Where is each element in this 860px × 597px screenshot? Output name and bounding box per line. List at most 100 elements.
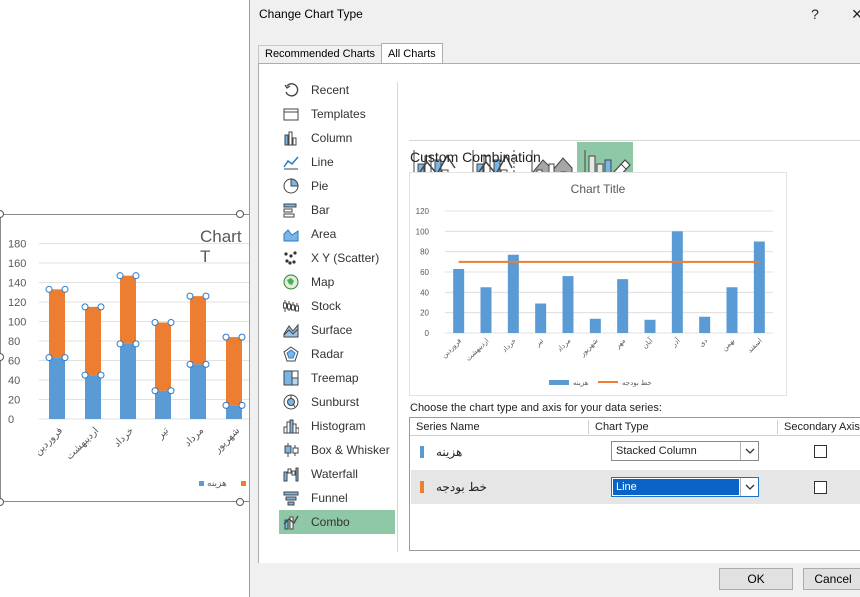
nav-item-sunburst[interactable]: Sunburst (279, 390, 395, 414)
secondary-axis-checkbox[interactable] (814, 445, 827, 458)
selection-point[interactable] (61, 354, 69, 362)
preview-x-tick: شهریور (579, 337, 600, 358)
worksheet-x-tick: شهریور (212, 425, 243, 456)
nav-item-box-whisker[interactable]: Box & Whisker (279, 438, 395, 462)
nav-item-treemap[interactable]: Treemap (279, 366, 395, 390)
header-underline (410, 435, 860, 436)
help-button[interactable]: ? (811, 6, 819, 22)
stock-chart-icon (283, 300, 299, 312)
worksheet-bar-band[interactable] (226, 337, 242, 406)
selection-point[interactable] (116, 272, 124, 280)
templates-icon (283, 108, 299, 121)
nav-item-histogram[interactable]: Histogram (279, 414, 395, 438)
chart-resize-handle[interactable] (236, 210, 244, 218)
selection-point[interactable] (186, 360, 194, 368)
worksheet-y-tick: 0 (8, 414, 14, 426)
panel-divider (397, 82, 398, 552)
selection-point[interactable] (116, 340, 124, 348)
map-chart-icon (283, 274, 299, 290)
selection-point[interactable] (202, 292, 210, 300)
selection-point[interactable] (81, 303, 89, 311)
selection-point[interactable] (81, 371, 89, 379)
worksheet-bar-band[interactable] (120, 275, 136, 344)
selection-point[interactable] (61, 285, 69, 293)
header-chart-type: Chart Type (595, 421, 649, 433)
nav-item-radar[interactable]: Radar (279, 342, 395, 366)
nav-item-surface[interactable]: Surface (279, 318, 395, 342)
nav-item-column[interactable]: Column (279, 126, 395, 150)
chart-resize-handle[interactable] (0, 498, 4, 506)
selection-point[interactable] (132, 340, 140, 348)
selection-point[interactable] (151, 387, 159, 395)
select-highlight (613, 479, 739, 495)
funnel-chart-icon (283, 491, 299, 506)
preview-y-tick: 20 (420, 309, 429, 318)
selection-point[interactable] (45, 285, 53, 293)
selection-point[interactable] (151, 318, 159, 326)
selection-point[interactable] (167, 318, 175, 326)
chart-type-select[interactable]: Line (611, 477, 759, 497)
selection-point[interactable] (238, 401, 246, 409)
nav-item-pie[interactable]: Pie (279, 174, 395, 198)
nav-item-bar[interactable]: Bar (279, 198, 395, 222)
worksheet-legend-swatch (199, 481, 204, 486)
tab-recommended-charts[interactable]: Recommended Charts (258, 45, 383, 63)
selection-point[interactable] (97, 371, 105, 379)
worksheet-bar-band[interactable] (85, 306, 101, 376)
selection-point[interactable] (202, 360, 210, 368)
nav-item-line[interactable]: Line (279, 150, 395, 174)
preview-bar (726, 287, 738, 333)
worksheet-chart[interactable]: Chart T 180 160 140 120 100 80 60 40 20 0 فروردین ا… (0, 214, 251, 502)
preview-x-tick: آذر (668, 335, 682, 349)
selection-point[interactable] (186, 292, 194, 300)
nav-item-combo[interactable]: Combo (279, 510, 395, 534)
nav-item-waterfall[interactable]: Waterfall (279, 462, 395, 486)
tab-all-charts[interactable]: All Charts (381, 43, 443, 64)
selection-point[interactable] (45, 354, 53, 362)
selection-point[interactable] (167, 387, 175, 395)
header-secondary-axis: Secondary Axis (784, 421, 860, 433)
worksheet-bar-band[interactable] (49, 289, 65, 358)
nav-item-label: Column (311, 131, 353, 145)
worksheet-bar-base[interactable] (85, 375, 101, 419)
nav-item-label: Waterfall (311, 467, 358, 481)
waterfall-chart-icon (283, 467, 299, 482)
nav-item-area[interactable]: Area (279, 222, 395, 246)
nav-item-x-y-scatter[interactable]: X Y (Scatter) (279, 246, 395, 270)
preview-bar (507, 254, 519, 333)
worksheet-bar-band[interactable] (155, 322, 171, 391)
nav-item-recent[interactable]: Recent (279, 78, 395, 102)
chevron-down-icon[interactable] (740, 478, 758, 496)
worksheet-y-tick: 60 (8, 356, 20, 368)
nav-item-label: Bar (311, 203, 330, 217)
worksheet-bar-base[interactable] (226, 405, 242, 419)
nav-item-stock[interactable]: Stock (279, 294, 395, 318)
worksheet-y-tick: 100 (8, 317, 26, 329)
selection-point[interactable] (132, 272, 140, 280)
nav-item-templates[interactable]: Templates (279, 102, 395, 126)
selection-point[interactable] (238, 333, 246, 341)
cancel-button[interactable]: Cancel (803, 568, 860, 590)
selection-point[interactable] (222, 333, 230, 341)
worksheet-bar-base[interactable] (190, 364, 206, 419)
nav-item-map[interactable]: Map (279, 270, 395, 294)
preview-x-tick: مهر (614, 337, 627, 350)
nav-item-label: Area (311, 227, 337, 241)
ok-button[interactable]: OK (719, 568, 793, 590)
selection-point[interactable] (97, 303, 105, 311)
selection-point[interactable] (222, 401, 230, 409)
worksheet-bar-base[interactable] (49, 357, 65, 419)
chart-type-select[interactable]: Stacked Column (611, 441, 759, 461)
worksheet-bar-base[interactable] (155, 390, 171, 419)
combo-preview-chart: Chart Title 0 20 40 60 80 100 120 فروردین اردیبهش… (409, 172, 787, 396)
chevron-down-icon[interactable] (740, 442, 758, 460)
worksheet-bar-band[interactable] (190, 296, 206, 365)
worksheet-x-tick: اردیبهشت (64, 425, 101, 462)
secondary-axis-checkbox[interactable] (814, 481, 827, 494)
preview-x-tick: اسفند (746, 337, 764, 355)
nav-item-funnel[interactable]: Funnel (279, 486, 395, 510)
chart-resize-handle[interactable] (236, 498, 244, 506)
close-button[interactable]: × (851, 4, 860, 24)
nav-item-label: Radar (311, 347, 344, 361)
worksheet-bar-base[interactable] (120, 343, 136, 419)
